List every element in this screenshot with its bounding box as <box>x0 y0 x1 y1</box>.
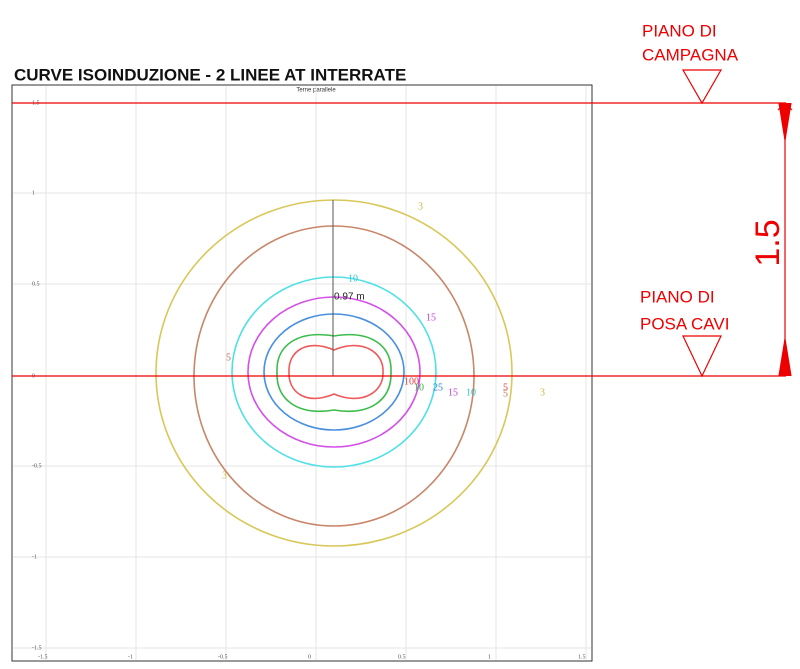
y-tick-label: -0.5 <box>32 463 42 469</box>
contour-label: 3 <box>418 201 423 212</box>
x-tick-label: 1 <box>488 654 491 660</box>
annotation: PIANO DI <box>642 21 717 40</box>
contour-label: 5 <box>503 388 508 399</box>
x-tick-label: -1 <box>128 654 133 660</box>
x-tick-label: 0.5 <box>398 654 406 660</box>
contour-label: 10 <box>348 273 358 284</box>
contour-label: 3 <box>222 470 227 481</box>
level-marker <box>682 335 722 378</box>
contour <box>247 296 421 448</box>
y-tick-label: -1.5 <box>32 645 42 651</box>
distance-label: 0.97 m <box>334 292 365 303</box>
contour <box>231 276 437 468</box>
title: CURVE ISOINDUZIONE - 2 LINEE AT INTERRAT… <box>14 65 406 84</box>
y-tick-label: 1 <box>32 190 35 196</box>
plot-frame <box>11 84 593 662</box>
contour <box>276 334 392 412</box>
contour-label: 100 <box>404 376 419 387</box>
x-tick-label: 1.5 <box>578 654 586 660</box>
contours <box>155 199 513 547</box>
x-tick-label: -0.5 <box>218 654 228 660</box>
contour-label: 3 <box>540 387 545 398</box>
y-tick-label: -1 <box>32 554 37 560</box>
arrow <box>778 338 792 377</box>
contour-label: 5 <box>226 352 231 363</box>
contour-label: 15 <box>426 312 436 323</box>
contour-label: 10 <box>466 387 476 398</box>
level-marker <box>681 69 723 105</box>
annotation: CAMPAGNA <box>642 45 739 64</box>
y-tick-label: 0.5 <box>32 281 40 287</box>
contour <box>155 199 513 547</box>
contour-label: 10 <box>414 382 424 393</box>
depth-label: 1.5 <box>749 219 787 266</box>
contour-label: 15 <box>448 387 458 398</box>
x-tick-label: 0 <box>308 654 311 660</box>
arrow <box>778 102 792 141</box>
contour-label: 5 <box>503 382 508 393</box>
annotation: POSA CAVI <box>640 314 729 333</box>
annotations <box>12 69 793 378</box>
x-tick-label: -1.5 <box>38 654 48 660</box>
contour-label: 25 <box>433 382 443 393</box>
contour <box>288 344 384 400</box>
contour <box>263 313 405 431</box>
annotation: PIANO DI <box>640 287 715 306</box>
